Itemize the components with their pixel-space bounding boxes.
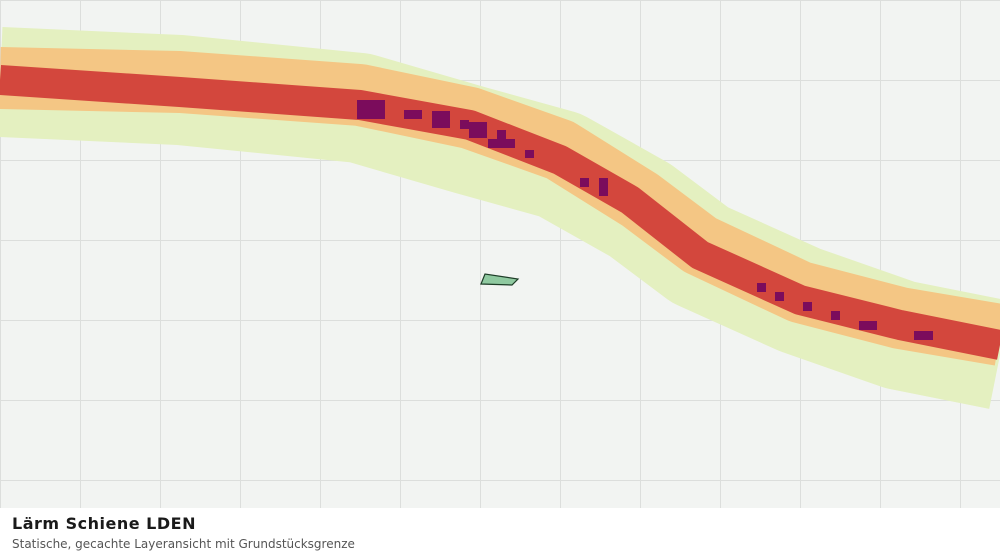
map-view [0, 0, 1000, 508]
hotspot [497, 130, 506, 139]
parcel-boundary [480, 273, 520, 286]
hotspot [488, 139, 515, 148]
noise-hotspots [357, 100, 933, 340]
hotspot [757, 283, 766, 292]
map-caption: Lärm Schiene LDEN Statische, gecachte La… [0, 508, 1000, 560]
hotspot [357, 100, 385, 119]
hotspot [432, 111, 450, 128]
hotspot [599, 178, 608, 196]
hotspot [469, 122, 487, 138]
hotspot [859, 321, 877, 330]
hotspot [460, 120, 469, 129]
hotspot [775, 292, 784, 301]
hotspot [404, 110, 422, 119]
hotspot [803, 302, 812, 311]
hotspot [914, 331, 933, 340]
layer-subtitle: Statische, gecachte Layeransicht mit Gru… [12, 537, 355, 551]
hotspot [525, 150, 534, 158]
layer-title: Lärm Schiene LDEN [12, 514, 196, 533]
hotspot [831, 311, 840, 320]
noise-band-high [0, 65, 1000, 360]
hotspot [580, 178, 589, 187]
